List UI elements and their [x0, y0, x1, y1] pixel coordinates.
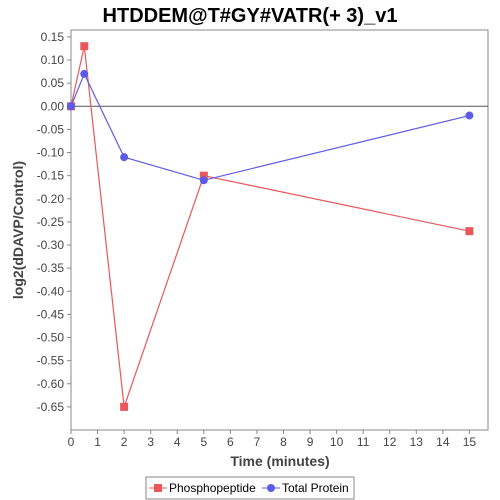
- y-tick-label: -0.55: [37, 354, 65, 368]
- y-tick-label: -0.40: [37, 284, 65, 298]
- y-tick-label: -0.65: [37, 400, 65, 414]
- x-tick-label: 9: [307, 435, 314, 449]
- data-point-total-protein: [199, 176, 208, 185]
- x-tick-label: 3: [147, 435, 154, 449]
- data-point-phosphopeptide: [80, 42, 89, 51]
- legend: Phosphopeptide Total Protein: [145, 476, 355, 500]
- y-tick-label: -0.50: [37, 331, 65, 345]
- y-axis-label: log2(dDAVP/Control): [10, 161, 26, 299]
- x-tick-label: 10: [330, 435, 344, 449]
- data-point-total-protein: [80, 69, 89, 78]
- data-point-phosphopeptide: [199, 171, 208, 180]
- x-tick-label: 6: [227, 435, 234, 449]
- data-point-total-protein: [465, 111, 474, 120]
- x-tick-label: 7: [254, 435, 261, 449]
- data-point-total-protein: [120, 153, 129, 162]
- y-tick-label: -0.60: [37, 377, 65, 391]
- x-tick-label: 4: [174, 435, 181, 449]
- x-tick-label: 15: [463, 435, 477, 449]
- y-tick-label: -0.45: [37, 307, 65, 321]
- legend-label-phosphopeptide: Phosphopeptide: [169, 481, 256, 495]
- chart-title: HTDDEM@T#GY#VATR(+ 3)_v1: [103, 5, 398, 27]
- x-tick-label: 12: [383, 435, 397, 449]
- y-tick-label: -0.25: [37, 215, 65, 229]
- y-axis: 0.15 0.10 0.05 0.00 -0.05 -0.10 -0.15 -0.20 -0.2…: [37, 30, 71, 414]
- legend-marker-total-protein: [267, 484, 275, 492]
- y-tick-label: 0.15: [41, 30, 65, 44]
- y-tick-label: -0.05: [37, 122, 65, 136]
- x-tick-label: 13: [410, 435, 424, 449]
- legend-marker-phosphopeptide: [154, 484, 162, 492]
- x-tick-label: 1: [94, 435, 101, 449]
- y-tick-label: 0.05: [41, 76, 65, 90]
- x-tick-label: 5: [200, 435, 207, 449]
- y-tick-label: -0.20: [37, 192, 65, 206]
- x-tick-label: 14: [436, 435, 450, 449]
- series-layer: [67, 42, 474, 411]
- x-tick-label: 0: [68, 435, 75, 449]
- legend-label-total-protein: Total Protein: [282, 481, 349, 495]
- x-tick-label: 8: [280, 435, 287, 449]
- y-tick-label: 0.00: [41, 99, 65, 113]
- legend-box: [145, 476, 355, 500]
- y-tick-label: -0.30: [37, 238, 65, 252]
- data-point-phosphopeptide: [120, 402, 129, 411]
- x-axis: 0 1 2 3 4 5 6 7 8 9 10 11 12 13 14 15: [68, 430, 477, 449]
- x-tick-label: 2: [121, 435, 128, 449]
- y-tick-label: -0.10: [37, 146, 65, 160]
- y-tick-label: -0.35: [37, 261, 65, 275]
- x-axis-label: Time (minutes): [230, 453, 329, 469]
- data-point-phosphopeptide: [465, 227, 474, 236]
- x-tick-label: 11: [357, 435, 370, 449]
- plot-area: [70, 29, 489, 431]
- y-tick-label: 0.10: [41, 53, 65, 67]
- data-point-total-protein: [67, 102, 75, 111]
- y-tick-label: -0.15: [37, 169, 65, 183]
